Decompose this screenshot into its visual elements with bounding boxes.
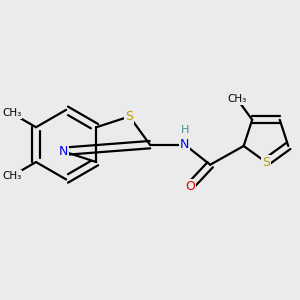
Text: N: N <box>58 145 68 158</box>
Text: CH₃: CH₃ <box>2 171 21 181</box>
Text: S: S <box>125 110 134 123</box>
Text: O: O <box>185 180 195 193</box>
Text: H: H <box>181 125 189 135</box>
Text: CH₃: CH₃ <box>228 94 247 104</box>
Text: S: S <box>262 156 270 169</box>
Text: CH₃: CH₃ <box>2 108 21 118</box>
Text: N: N <box>180 138 189 151</box>
